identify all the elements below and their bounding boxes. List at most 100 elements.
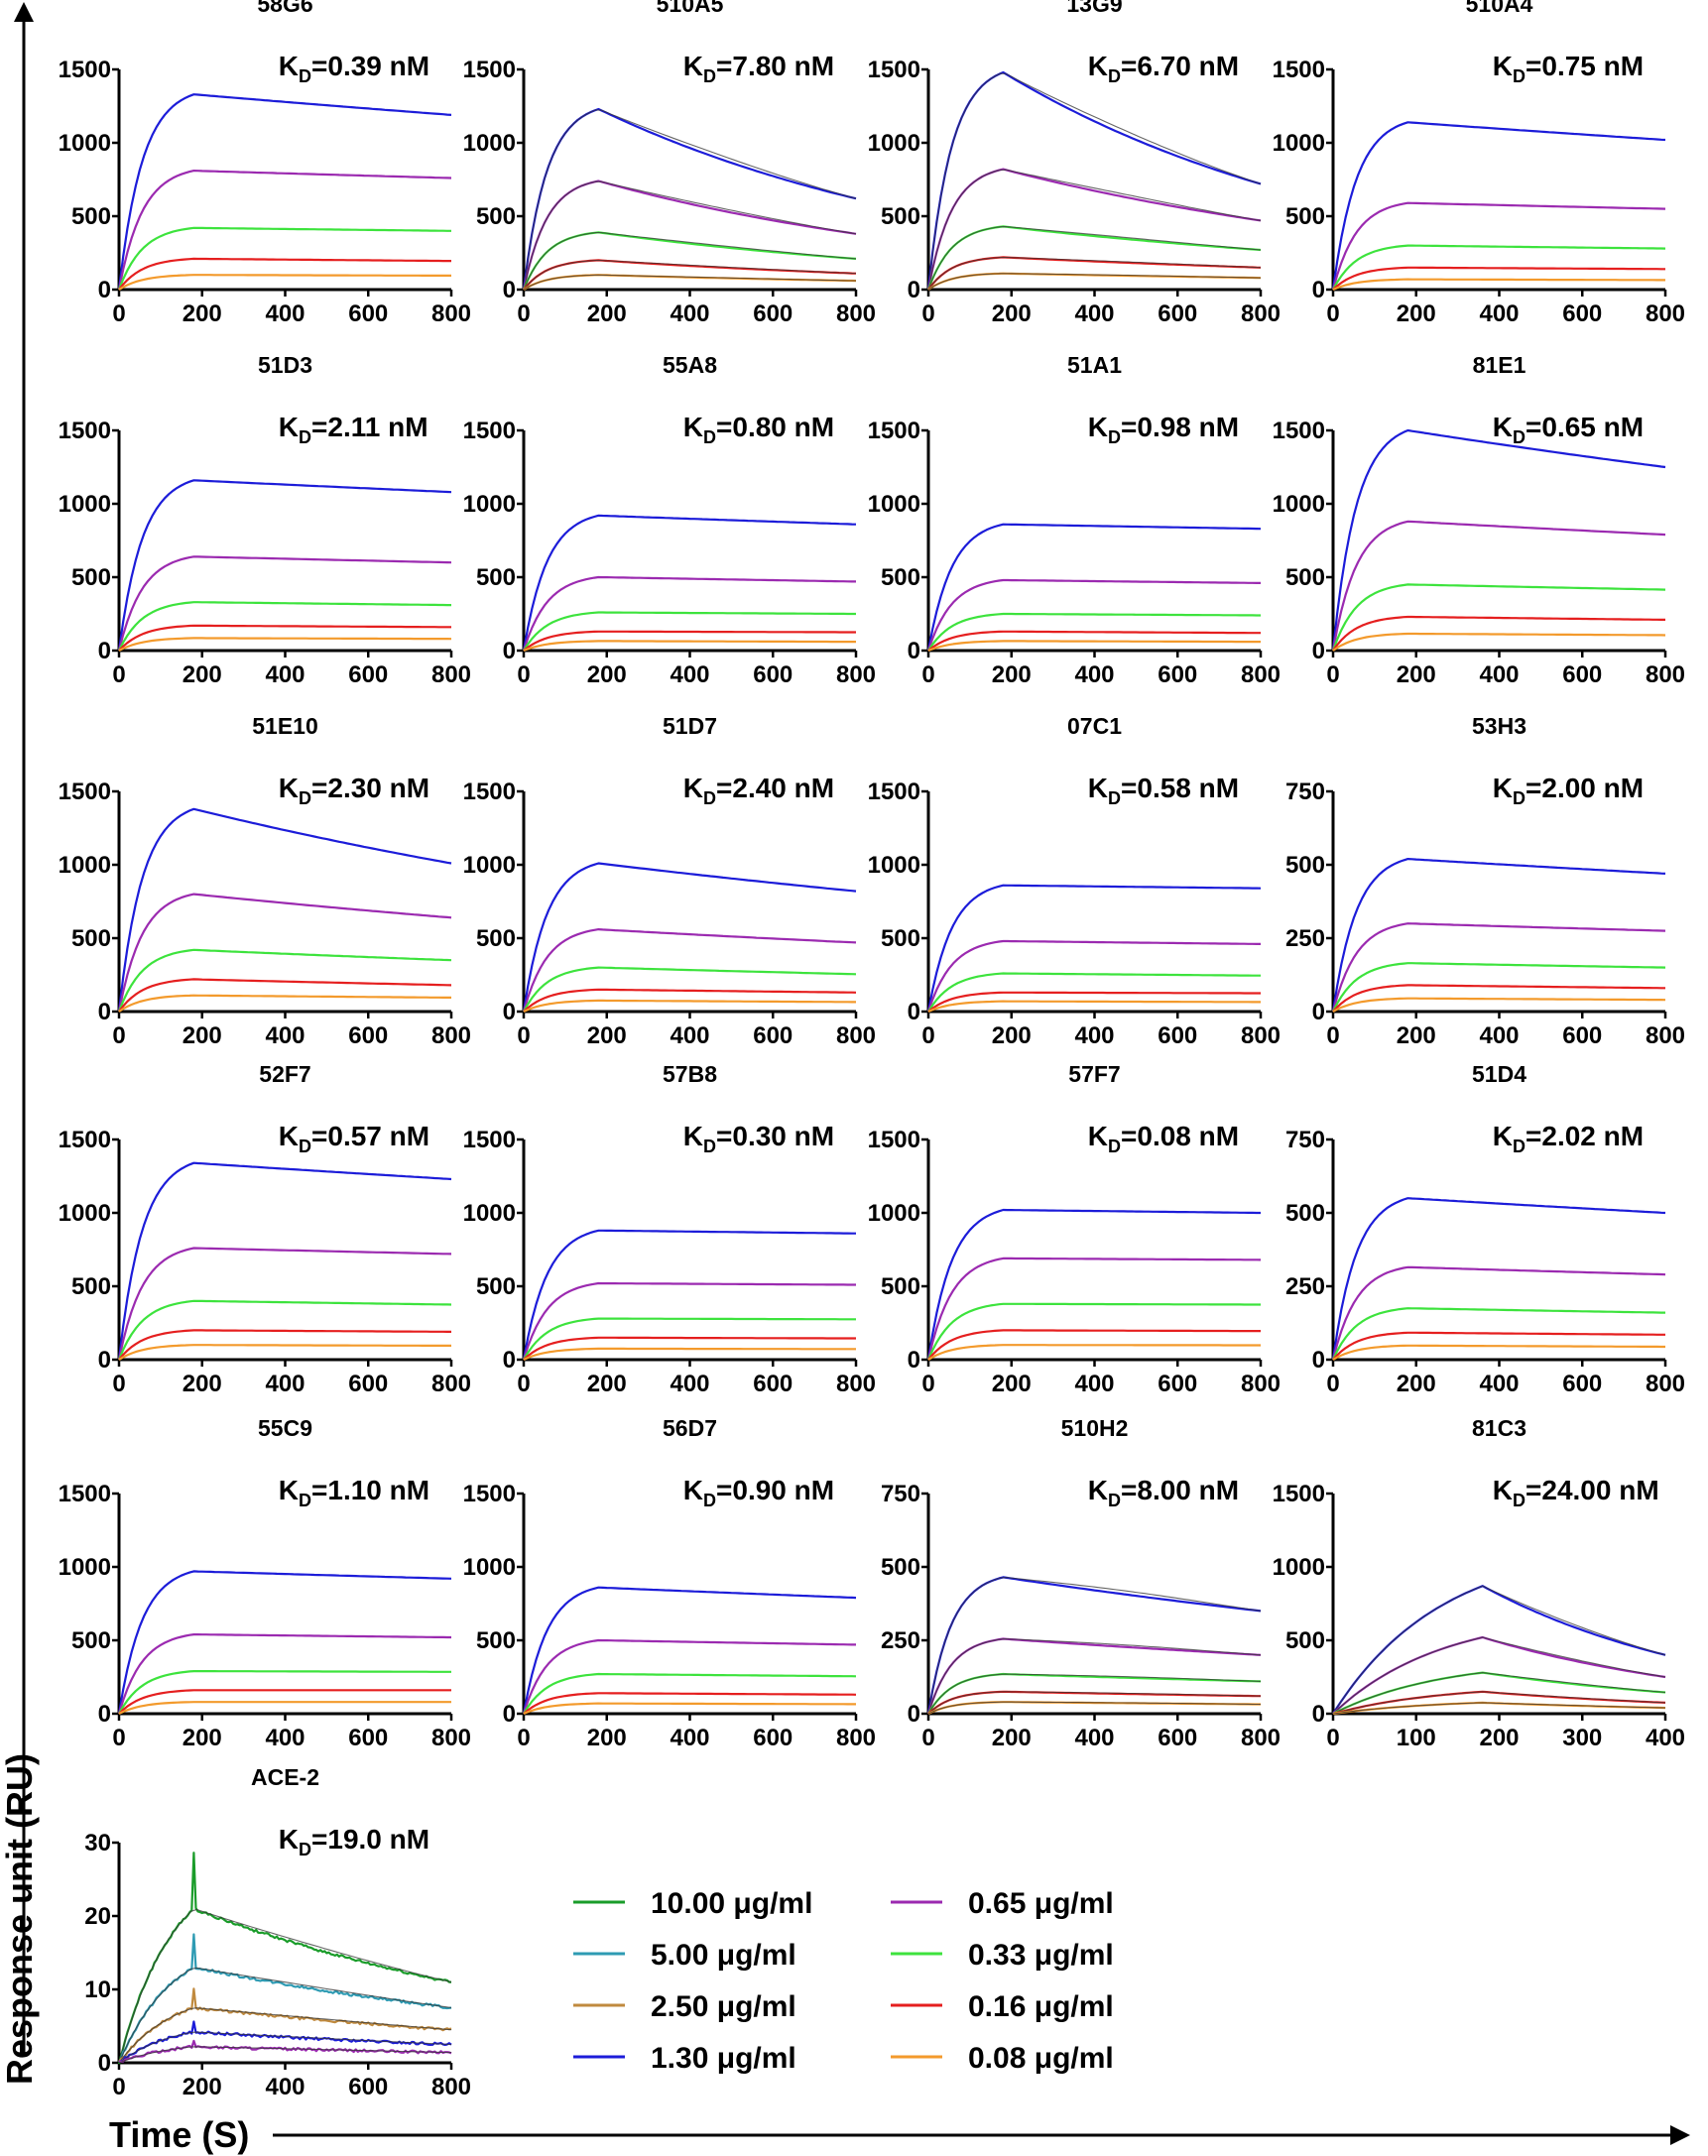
y-tick-label: 1000 [463, 1554, 516, 1581]
kd-value: =1.10 nM [311, 1475, 429, 1505]
y-tick-label: 500 [881, 925, 920, 952]
y-tick-label: 1500 [1273, 57, 1325, 83]
panel-510A5: 510A5 KD=7.80 nM 0 500 1000 1500 0 200 400 600 800 [463, 0, 876, 327]
series-line [118, 994, 451, 1013]
fit-line [523, 109, 857, 291]
y-tick-label: 500 [476, 1627, 516, 1654]
kd-value: =0.08 nM [1121, 1121, 1239, 1151]
series-line [927, 612, 1261, 652]
x-tick-label: 200 [1397, 300, 1436, 327]
kd-symbol: K [683, 773, 703, 803]
kd-value: =0.58 nM [1121, 773, 1239, 803]
fit-line [118, 2046, 452, 2064]
series-line [523, 640, 856, 653]
y-tick-label: 1000 [1273, 1554, 1325, 1581]
y-tick-label: 1500 [868, 418, 920, 444]
panel-51E10: 51E10 KD=2.30 nM 0 500 1000 1500 0 200 400 600 800 [59, 713, 471, 1049]
x-tick-label: 200 [1397, 661, 1436, 688]
kd-annotation: KD=0.98 nM [1088, 412, 1239, 447]
kd-value: =19.0 nM [311, 1824, 429, 1855]
y-tick-label: 0 [98, 999, 111, 1025]
y-tick-label: 750 [1285, 779, 1325, 805]
kd-symbol: K [1088, 51, 1108, 81]
series-line [522, 927, 857, 1013]
x-tick-label: 0 [1326, 1022, 1339, 1049]
x-tick-label: 600 [1158, 300, 1197, 327]
legend-item: 0.65 μg/ml [891, 1887, 1114, 1920]
x-tick-label: 0 [921, 1725, 934, 1751]
x-tick-label: 0 [517, 1371, 530, 1397]
y-tick-label: 0 [503, 277, 516, 303]
kd-symbol: K [683, 1121, 703, 1151]
x-tick-label: 0 [112, 1022, 125, 1049]
kd-value: =2.02 nM [1525, 1121, 1644, 1151]
series-line [1331, 1265, 1666, 1361]
legend-label: 5.00 μg/ml [651, 1939, 796, 1972]
kd-subscript: D [703, 427, 716, 447]
panel-07C1: 07C1 KD=0.58 nM 0 500 1000 1500 0 200 400 600 800 [868, 713, 1281, 1049]
x-tick-label: 600 [348, 300, 388, 327]
series-line [1332, 278, 1665, 292]
series-line [118, 274, 451, 291]
series-line [117, 1161, 452, 1361]
series-line [926, 1208, 1261, 1361]
series-line [118, 978, 452, 1013]
series-line [117, 555, 452, 652]
y-tick-label: 0 [503, 638, 516, 664]
panel-title: 55C9 [258, 1415, 312, 1441]
panel-57F7: 57F7 KD=0.08 nM 0 500 1000 1500 0 200 400 600 800 [868, 1061, 1281, 1397]
panel-81C3: 81C3 KD=24.00 nM 0 500 1000 1500 0 100 200 300 400 [1273, 1415, 1685, 1751]
y-tick-label: 500 [476, 203, 516, 230]
y-tick-label: 500 [1285, 1627, 1325, 1654]
x-tick-label: 800 [431, 1725, 471, 1751]
kd-annotation: KD=0.58 nM [1088, 773, 1239, 808]
x-tick-label: 800 [431, 300, 471, 327]
fit-line [927, 273, 1262, 291]
panel-title: 13G9 [1066, 0, 1122, 17]
series-line [117, 226, 451, 291]
series-line [1332, 1344, 1665, 1361]
kd-annotation: KD=2.11 nM [279, 412, 428, 447]
x-tick-label: 200 [587, 1022, 627, 1049]
x-tick-label: 400 [1479, 661, 1519, 688]
series-line [926, 884, 1262, 1013]
series-line [927, 991, 1261, 1013]
y-tick-label: 1500 [463, 57, 516, 83]
y-tick-label: 1500 [463, 779, 516, 805]
panel-title: 07C1 [1067, 713, 1122, 739]
kd-value: =2.11 nM [311, 412, 428, 442]
y-tick-label: 1000 [463, 491, 516, 518]
kd-value: =0.65 nM [1525, 412, 1644, 442]
panel-title: 55A8 [663, 352, 717, 378]
fit-line [523, 274, 857, 291]
x-tick-label: 600 [1158, 1371, 1197, 1397]
x-tick-label: 0 [1326, 300, 1339, 327]
y-tick-label: 500 [476, 1273, 516, 1300]
series-line [117, 1852, 451, 2065]
series-line [926, 70, 1262, 291]
x-tick-label: 600 [1562, 661, 1602, 688]
kd-symbol: K [279, 1824, 299, 1855]
y-tick-label: 500 [476, 564, 516, 591]
x-tick-label: 600 [753, 1371, 793, 1397]
panel-title: 51D7 [663, 713, 717, 739]
series-line [522, 1229, 856, 1361]
fit-line [1332, 1636, 1666, 1715]
x-tick-label: 800 [431, 1371, 471, 1397]
panel-title: 58G6 [257, 0, 312, 17]
series-line [1331, 121, 1666, 291]
x-tick-label: 400 [670, 1371, 709, 1397]
series-line [117, 1299, 452, 1361]
kd-subscript: D [1108, 66, 1121, 86]
legend-item: 5.00 μg/ml [573, 1939, 796, 1972]
series-line [926, 225, 1262, 291]
x-tick-label: 200 [183, 661, 222, 688]
kd-subscript: D [1108, 1491, 1121, 1510]
x-tick-label: 0 [1326, 1371, 1339, 1397]
series-line [1332, 997, 1666, 1013]
kd-value: =0.30 nM [716, 1121, 834, 1151]
kd-annotation: KD=0.30 nM [683, 1121, 834, 1156]
kd-subscript: D [299, 1137, 311, 1156]
y-tick-label: 500 [881, 203, 920, 230]
